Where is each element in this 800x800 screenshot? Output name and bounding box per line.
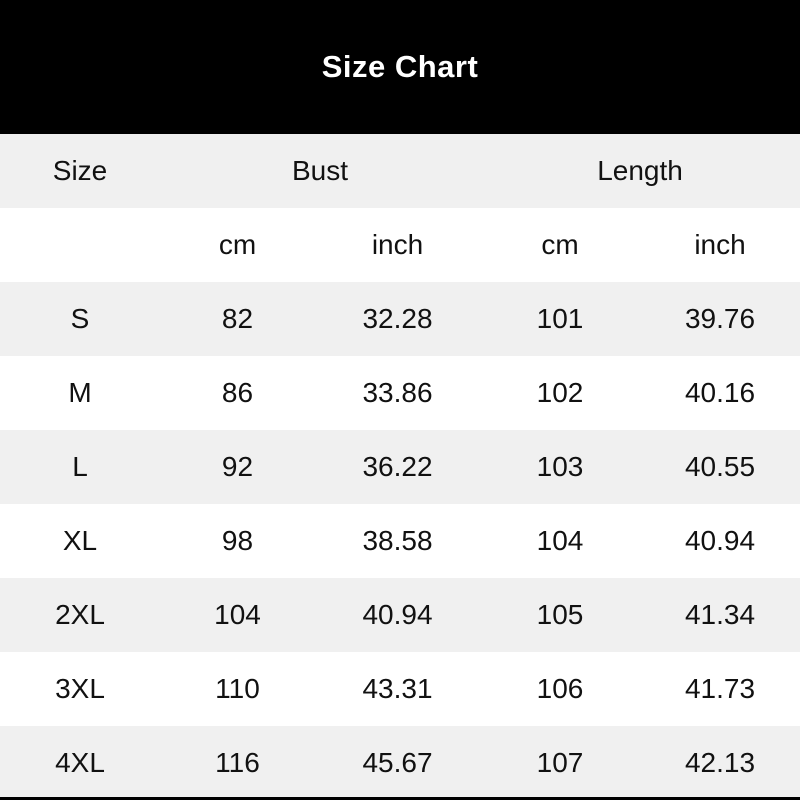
bust-inch-cell: 36.22: [362, 451, 433, 482]
length-inch-cell: 40.16: [684, 377, 756, 408]
length-inch-cell: 39.76: [684, 303, 756, 334]
size-cell: 4XL: [55, 747, 105, 778]
bust-inch-cell: 33.86: [362, 377, 433, 408]
table-row: 2XL 104 40.94 105 41.34: [0, 578, 800, 652]
bust-cm-cell: 104: [214, 599, 261, 630]
length-inch-cell: 42.13: [684, 747, 756, 778]
table-row: M 86 33.86 102 40.16: [0, 356, 800, 430]
size-cell: S: [70, 303, 90, 334]
length-cm-cell: 103: [536, 451, 584, 482]
size-cell: XL: [62, 525, 98, 556]
unit-header-bust-inch: inch: [371, 229, 424, 260]
length-inch-cell: 41.34: [684, 599, 756, 630]
table-row: L 92 36.22 103 40.55: [0, 430, 800, 504]
bust-cm-cell: 92: [221, 451, 254, 482]
title-banner: Size Chart: [0, 0, 800, 134]
group-header-row: Size Bust Length: [0, 134, 800, 208]
bust-cm-cell: 98: [221, 525, 254, 556]
unit-header-bust-cm: cm: [218, 229, 257, 260]
length-inch-cell: 41.73: [684, 673, 756, 704]
column-header-bust: Bust: [291, 155, 349, 186]
length-cm-cell: 101: [536, 303, 584, 334]
table-row: 4XL 116 45.67 107 42.13: [0, 726, 800, 800]
unit-header-blank: [0, 208, 160, 282]
length-inch-cell: 40.94: [684, 525, 756, 556]
column-header-length: Length: [597, 155, 683, 186]
bust-cm-cell: 82: [221, 303, 254, 334]
bust-inch-cell: 45.67: [362, 747, 433, 778]
bust-inch-cell: 43.31: [362, 673, 433, 704]
table-row: XL 98 38.58 104 40.94: [0, 504, 800, 578]
length-cm-cell: 102: [536, 377, 584, 408]
size-cell: 2XL: [55, 599, 105, 630]
length-cm-cell: 106: [536, 673, 584, 704]
unit-header-row: cm inch cm inch: [0, 208, 800, 282]
table-row: 3XL 110 43.31 106 41.73: [0, 652, 800, 726]
size-cell: 3XL: [55, 673, 105, 704]
size-table: Size Bust Length cm inch cm inch S 82 32…: [0, 134, 800, 800]
length-cm-cell: 105: [536, 599, 584, 630]
unit-header-length-cm: cm: [541, 229, 579, 260]
bust-cm-cell: 116: [215, 747, 260, 778]
page-title: Size Chart: [321, 49, 479, 84]
bust-cm-cell: 86: [221, 377, 254, 408]
bust-cm-cell: 110: [215, 673, 260, 704]
bust-inch-cell: 32.28: [362, 303, 433, 334]
unit-header-length-inch: inch: [694, 229, 746, 260]
size-cell: M: [68, 377, 92, 408]
length-cm-cell: 104: [536, 525, 584, 556]
size-cell: L: [72, 451, 88, 482]
column-header-size: Size: [52, 155, 108, 186]
length-inch-cell: 40.55: [684, 451, 756, 482]
bust-inch-cell: 38.58: [362, 525, 433, 556]
bottom-border: [0, 797, 800, 800]
bust-inch-cell: 40.94: [362, 599, 433, 630]
table-row: S 82 32.28 101 39.76: [0, 282, 800, 356]
length-cm-cell: 107: [536, 747, 584, 778]
